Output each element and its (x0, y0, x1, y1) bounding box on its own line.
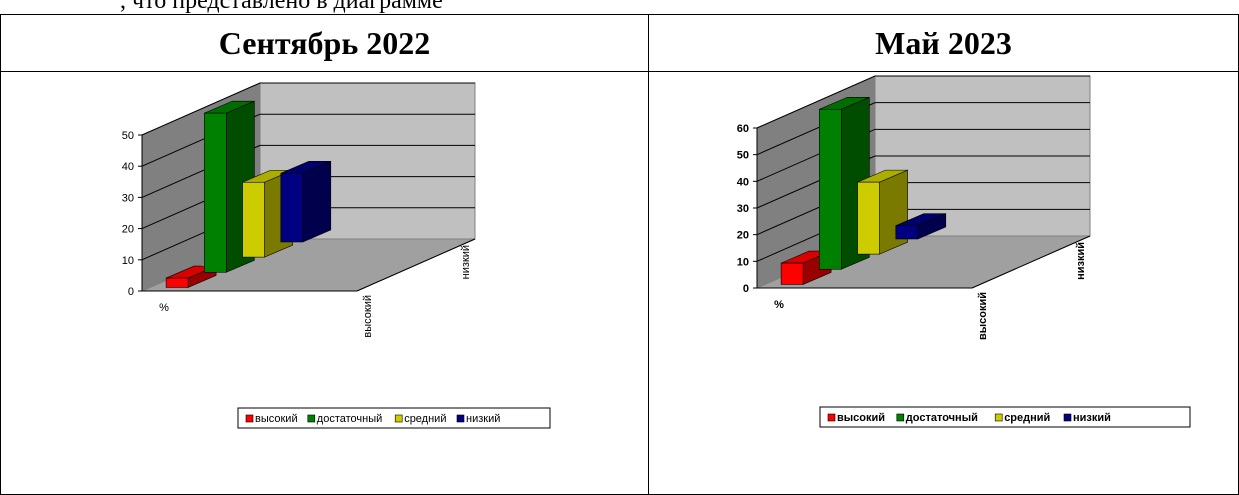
gridline (141, 144, 475, 198)
y-tick-label: 0 (128, 286, 134, 298)
category-label: % (159, 302, 169, 314)
legend-label-низкий: низкий (1073, 412, 1111, 424)
bar-низкий (280, 173, 304, 243)
legend-swatch-низкий (1063, 413, 1072, 422)
bar-низкий (895, 225, 919, 240)
legend-swatch-достаточный (307, 414, 316, 423)
bar-высокий (165, 277, 189, 288)
gridline (756, 75, 1090, 129)
legend-box (819, 406, 1191, 428)
comparison-table: Сентябрь 2022 Май 2023 (0, 14, 1239, 495)
legend-label-высокий: высокий (837, 412, 885, 424)
y-tick-label: 10 (122, 255, 134, 267)
legend-label-средний: средний (1004, 412, 1050, 424)
legend-label-высокий: высокий (255, 413, 298, 425)
y-tick-label: 40 (737, 176, 749, 188)
depth-label-высокий: высокий (362, 295, 374, 338)
gridline (756, 128, 1090, 182)
depth-axis-line (356, 238, 476, 292)
legend-swatch-высокий (827, 413, 836, 422)
y-tick-label: 60 (737, 123, 749, 135)
gridline (756, 102, 1090, 156)
chart-september-2022: 0 10 20 30 40 50% высокий низкий высокий достаточ… (122, 82, 551, 429)
depth-label-низкий: низкий (1075, 242, 1087, 280)
bar-достаточный (204, 112, 227, 273)
gridline (141, 82, 475, 136)
y-tick-label: 20 (122, 224, 134, 236)
category-label: % (774, 299, 784, 311)
header-may-2023: Май 2023 (648, 14, 1239, 72)
depth-label-высокий: высокий (977, 292, 989, 340)
legend-label-достаточный: достаточный (317, 413, 382, 425)
legend-swatch-средний (394, 414, 403, 423)
header-september-2022: Сентябрь 2022 (0, 14, 649, 72)
legend-swatch-низкий (456, 414, 465, 423)
chart-may-2023: 0 10 20 30 40 50 60% высокий низкий высокий достат… (737, 75, 1191, 428)
y-tick-label: 30 (737, 203, 749, 215)
y-tick-label: 20 (737, 230, 749, 242)
depth-label-низкий: низкий (460, 245, 472, 279)
bar-средний (857, 181, 880, 255)
legend-box (237, 407, 551, 429)
depth-axis-line (971, 235, 1091, 289)
bar-side-средний (879, 169, 908, 255)
legend-swatch-средний (994, 413, 1003, 422)
gridline (756, 155, 1090, 209)
legend-swatch-высокий (245, 414, 254, 423)
y-tick-label: 10 (737, 256, 749, 268)
gridline (141, 113, 475, 167)
legend-label-средний: средний (404, 413, 446, 425)
legend-label-достаточный: достаточный (906, 412, 978, 424)
bar-side-низкий (302, 160, 332, 243)
top-text-fragment: , что представлено в диаграмме (0, 0, 1239, 14)
y-tick-label: 50 (122, 130, 134, 142)
legend-swatch-достаточный (896, 413, 905, 422)
y-tick-label: 0 (743, 283, 749, 295)
bar-высокий (780, 262, 804, 285)
legend-label-низкий: низкий (466, 413, 500, 425)
y-tick-label: 50 (737, 150, 749, 162)
y-tick-label: 40 (122, 161, 134, 173)
bar-достаточный (819, 108, 842, 270)
y-tick-label: 30 (122, 192, 134, 204)
top-text: , что представлено в диаграмме (120, 0, 443, 14)
bar-средний (242, 181, 265, 258)
